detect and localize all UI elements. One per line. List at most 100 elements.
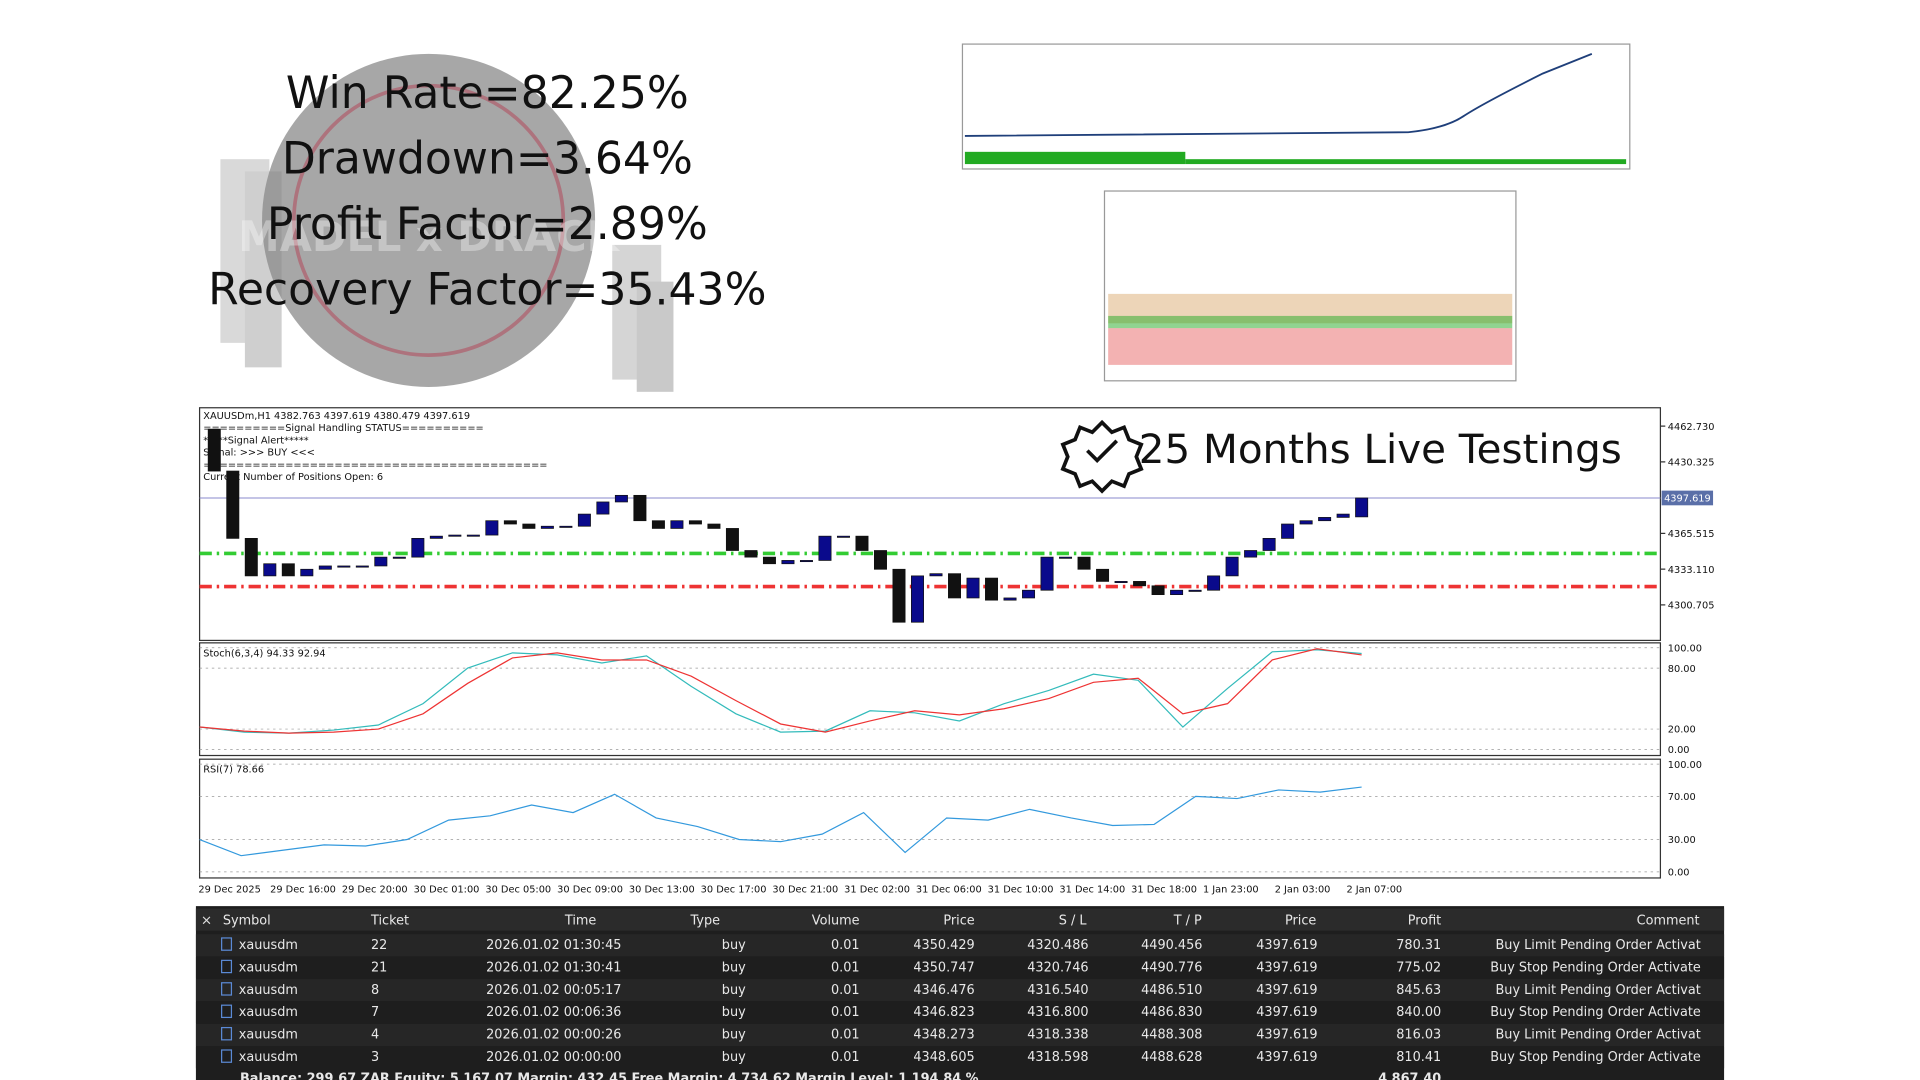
candle (836, 535, 850, 538)
candle (559, 525, 573, 528)
osc-label: Stoch(6,3,4) 94.33 92.94 (203, 648, 325, 659)
time-label: 29 Dec 20:00 (342, 885, 408, 896)
cell: 4488.628 (1141, 1050, 1202, 1065)
candle (448, 534, 462, 537)
candle (1022, 589, 1036, 599)
osc-line (199, 648, 1362, 734)
candle (1114, 581, 1128, 583)
info-line: ========================================… (203, 460, 547, 471)
cell: buy (722, 1050, 746, 1065)
cell: 4346.476 (913, 983, 974, 998)
cell: 4350.429 (913, 938, 974, 953)
time-label: 29 Dec 16:00 (270, 885, 336, 896)
column-header: Price (943, 913, 974, 928)
column-header: T / P (1173, 913, 1202, 928)
price-tick-label: 4300.705 (1668, 601, 1715, 612)
chart: XAUUSDm,H1 4382.763 4397.619 4380.479 43… (198, 411, 1714, 896)
cell: 4490.456 (1141, 938, 1202, 953)
cell: xauusdm (239, 1028, 298, 1043)
candle (670, 520, 684, 529)
cell: 0.01 (831, 983, 860, 998)
cell: 2026.01.02 00:05:17 (486, 983, 621, 998)
candle (948, 573, 961, 599)
time-label: 31 Dec 14:00 (1059, 885, 1125, 896)
osc-tick-label: 100.00 (1668, 760, 1702, 771)
candle (873, 550, 887, 570)
candle (466, 534, 480, 537)
candle (855, 535, 869, 551)
candle (688, 520, 702, 525)
stoch-panel (198, 642, 1662, 757)
cell: 2026.01.02 00:00:00 (486, 1050, 621, 1065)
cell: 2026.01.02 01:30:41 (486, 960, 621, 975)
candle (929, 573, 943, 577)
candle (1133, 581, 1147, 587)
cell: 4486.830 (1141, 1005, 1202, 1020)
stats: Win Rate=82.25% Drawdown=3.64% Profit Fact… (208, 68, 766, 316)
cell: xauusdm (239, 938, 298, 953)
candle (281, 563, 295, 577)
time-label: 29 Dec 2025 (198, 885, 261, 896)
candle (374, 556, 388, 567)
candle (1355, 497, 1369, 518)
candle (226, 470, 240, 539)
cell: Buy Stop Pending Order Activate (1490, 960, 1701, 975)
cell: 0.01 (831, 1028, 860, 1043)
row-icon (221, 937, 233, 951)
candle (355, 565, 369, 568)
info-line: Current Number of Positions Open: 6 (203, 472, 383, 483)
time-label: 31 Dec 18:00 (1131, 885, 1197, 896)
info-line: XAUUSDm,H1 4382.763 4397.619 4380.479 43… (203, 411, 470, 422)
cell: Buy Limit Pending Order Activat (1496, 983, 1701, 998)
stat-line: Profit Factor=2.89% (267, 199, 708, 250)
candle (337, 565, 351, 568)
cell: xauusdm (239, 983, 298, 998)
stat-line: Recovery Factor=35.43% (208, 264, 766, 315)
cell: 4397.619 (1256, 960, 1317, 975)
cell: 0.01 (831, 1050, 860, 1065)
candle (392, 556, 406, 559)
column-header: Price (1285, 913, 1316, 928)
cell: 4316.800 (1027, 1005, 1088, 1020)
candle (1040, 556, 1054, 591)
candle (762, 556, 776, 565)
time-label: 2 Jan 07:00 (1346, 885, 1402, 896)
cell: 4490.776 (1141, 960, 1202, 975)
candle (651, 520, 665, 529)
candle (911, 575, 924, 623)
cell: 21 (371, 960, 387, 975)
candle (1281, 523, 1295, 539)
row-bg (195, 1023, 1725, 1046)
osc-tick-label: 0.00 (1668, 868, 1690, 879)
cell: 4397.619 (1256, 983, 1317, 998)
candle (1059, 556, 1073, 559)
osc-tick-label: 100.00 (1668, 643, 1702, 654)
footer-profit: 4 867.40 (1378, 1071, 1441, 1080)
candle (818, 535, 832, 561)
cell: 4 (371, 1028, 379, 1043)
column-header: Time (564, 913, 597, 928)
candle (1225, 556, 1239, 577)
cell: 4397.619 (1256, 1050, 1317, 1065)
candle (503, 520, 517, 525)
candle (1003, 597, 1017, 601)
current-price-label: 4397.619 (1664, 494, 1711, 505)
row-icon (221, 982, 233, 996)
cell: 7 (371, 1005, 379, 1020)
time-label: 30 Dec 13:00 (629, 885, 695, 896)
candle (577, 513, 591, 527)
cell: 780.31 (1396, 938, 1441, 953)
close-button[interactable]: × (201, 913, 212, 928)
candle (781, 560, 795, 565)
cell: 4346.823 (913, 1005, 974, 1020)
candle (485, 520, 499, 536)
candle (1262, 538, 1276, 551)
stat-line: Win Rate=82.25% (286, 68, 689, 119)
time-label: 30 Dec 01:00 (414, 885, 480, 896)
cell: 775.02 (1396, 960, 1441, 975)
cell: buy (722, 983, 746, 998)
cell: 840.00 (1396, 1005, 1441, 1020)
column-header: Type (690, 913, 721, 928)
osc-line (199, 649, 1362, 734)
row-icon (221, 1049, 233, 1063)
